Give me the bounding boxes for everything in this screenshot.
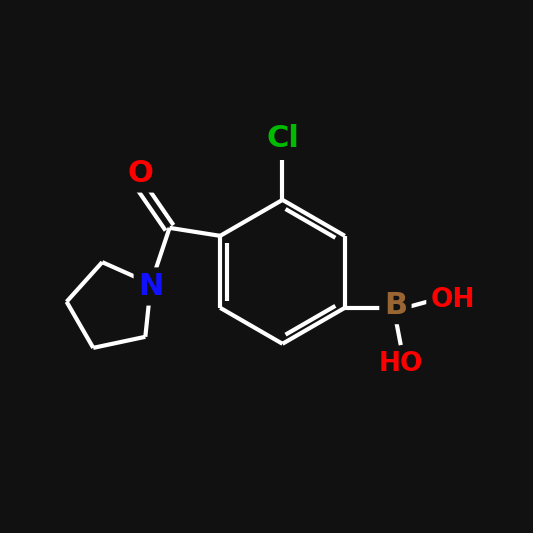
Text: HO: HO xyxy=(378,351,423,377)
Text: Cl: Cl xyxy=(266,124,299,153)
Text: N: N xyxy=(138,272,164,301)
Text: O: O xyxy=(127,159,153,188)
Text: OH: OH xyxy=(430,287,475,313)
Text: B: B xyxy=(384,290,407,320)
